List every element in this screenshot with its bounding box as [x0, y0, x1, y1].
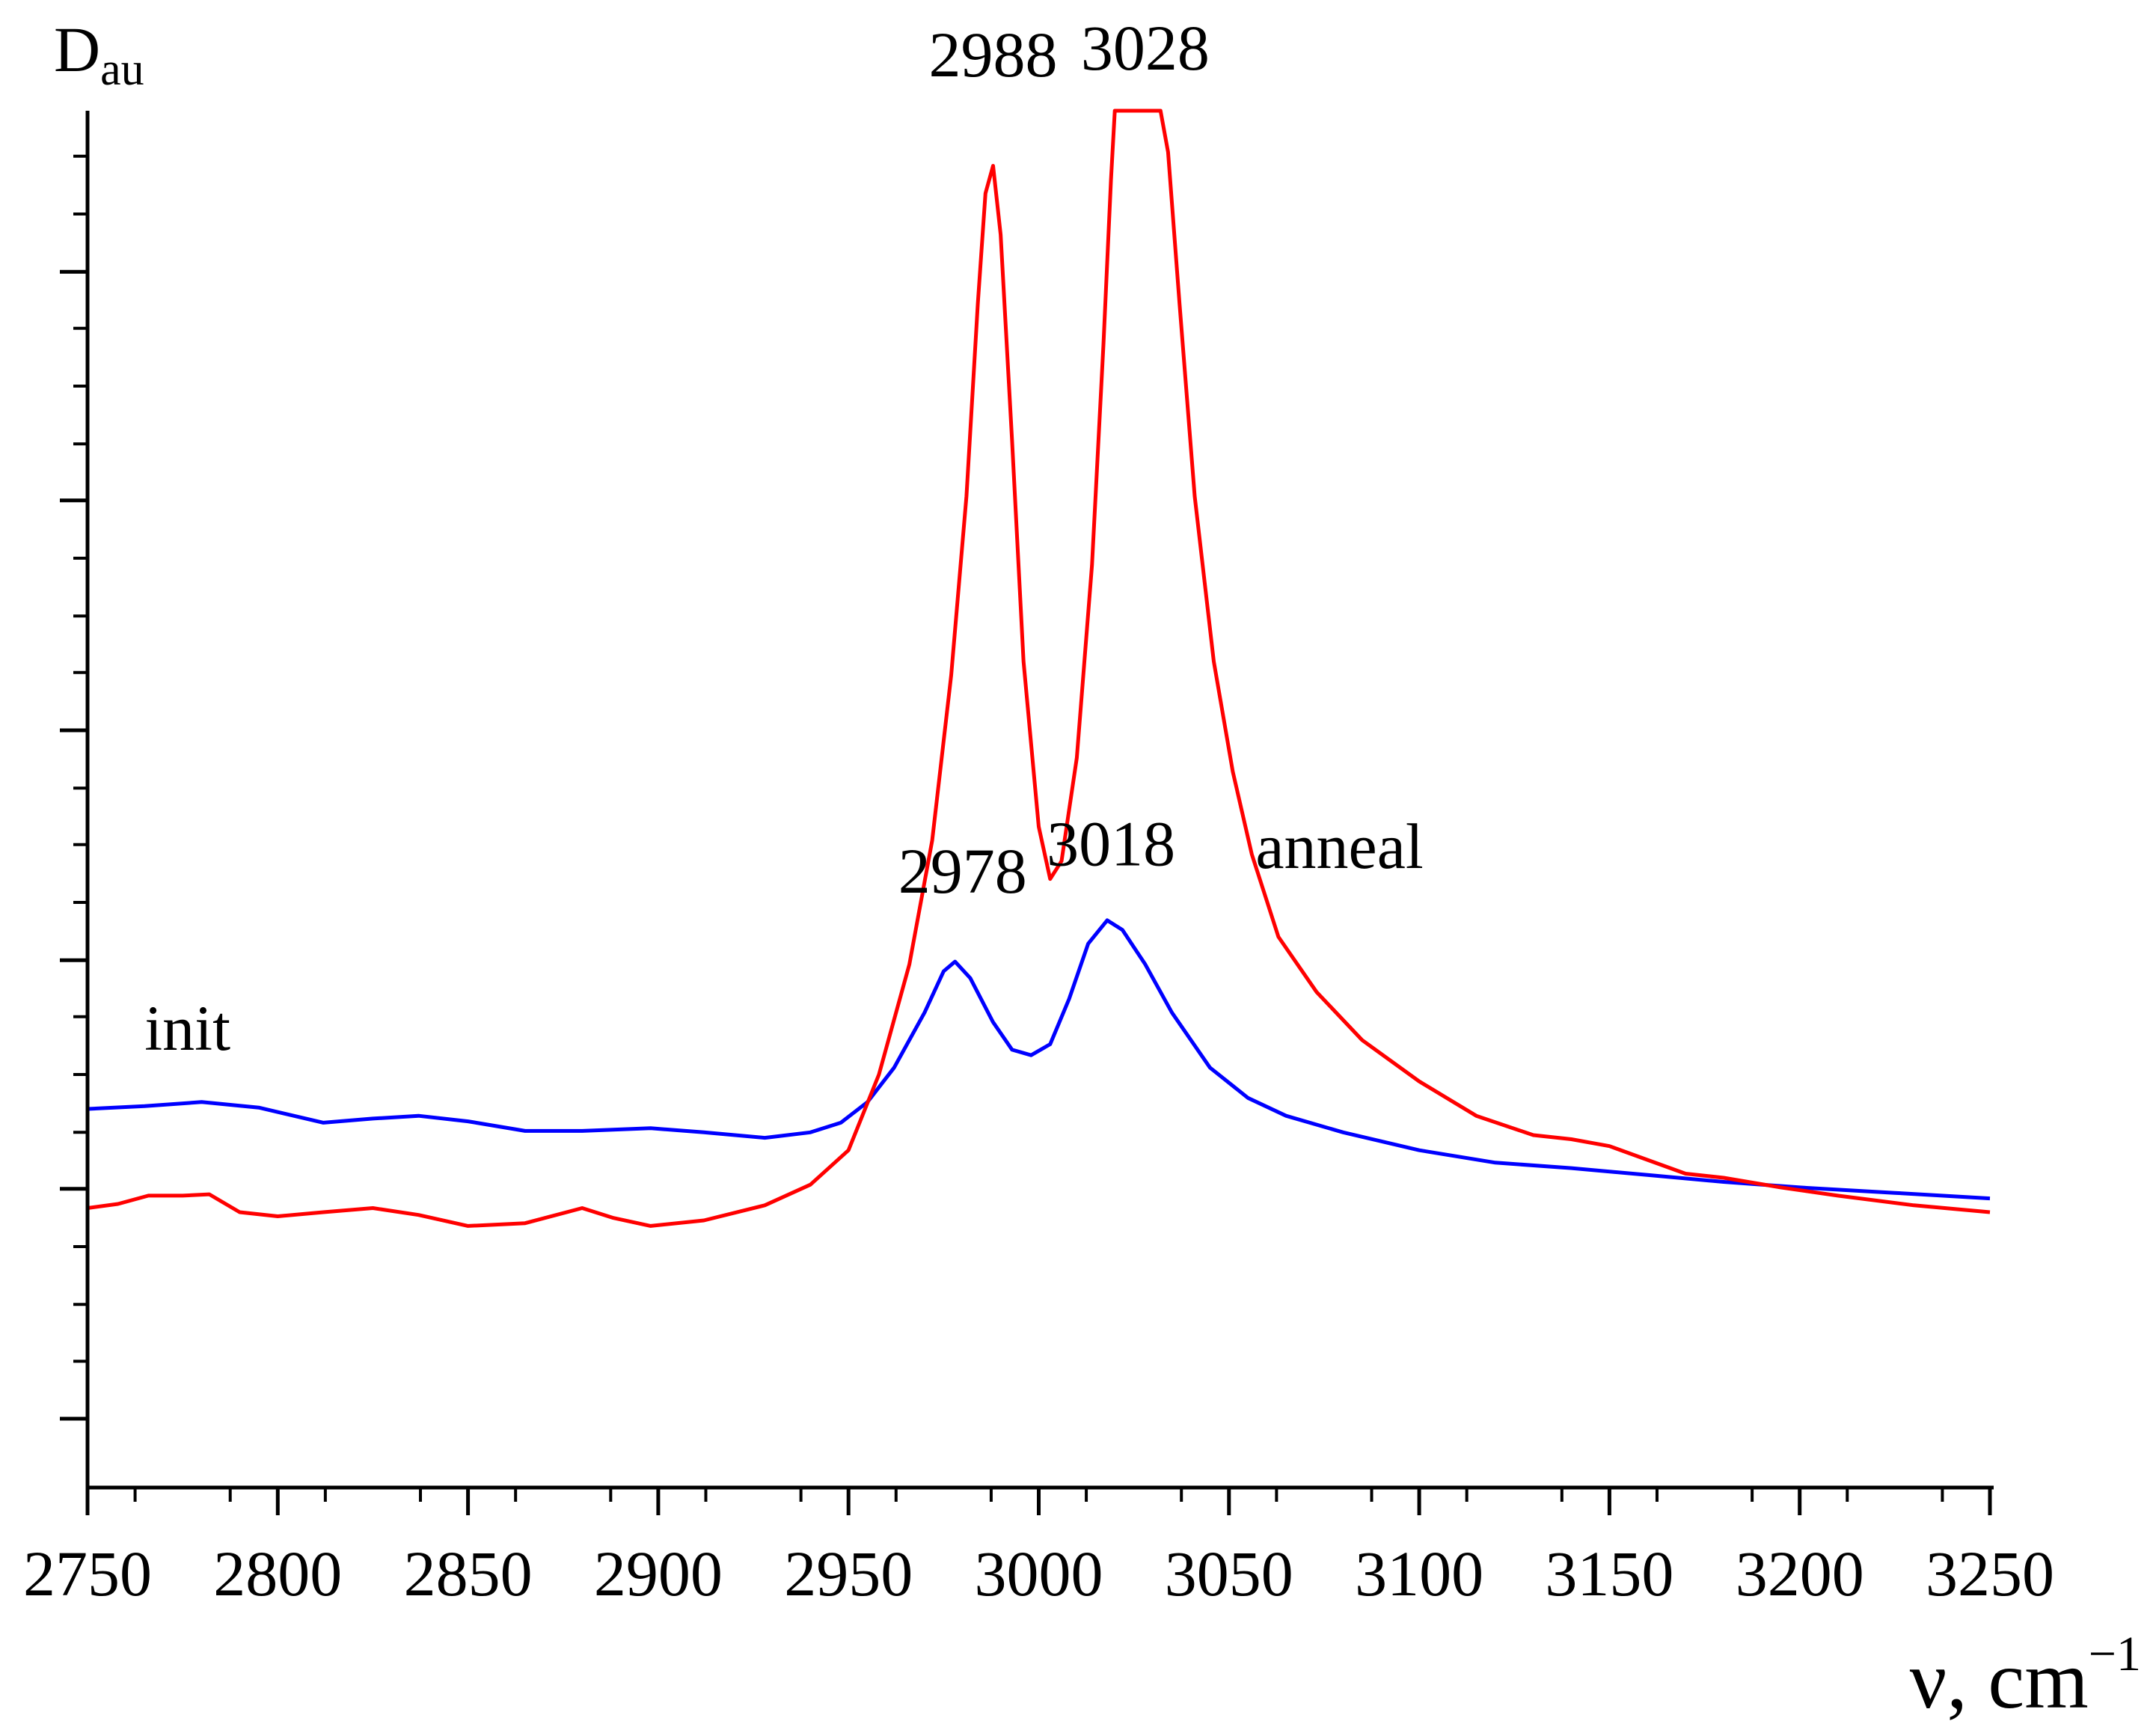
x-tick-label: 2900 — [594, 1538, 723, 1610]
axes: 2750 2800 2850 2900 2950 3000 3050 3100 3150 3200… — [23, 111, 2054, 1610]
x-ticks — [85, 1488, 1992, 1515]
x-tick-label: 2950 — [784, 1538, 913, 1610]
annotation-3018: 3018 — [1047, 807, 1175, 879]
annotation-2988: 2988 — [928, 19, 1057, 91]
y-axis-label-sub: au — [100, 44, 144, 95]
annotation-2978: 2978 — [898, 835, 1027, 907]
x-tick-label: 3000 — [975, 1538, 1103, 1610]
x-tick-label: 3150 — [1545, 1538, 1673, 1610]
plot-area — [87, 108, 1991, 1228]
series-line-anneal — [87, 108, 1991, 1228]
x-tick-labels: 2750 2800 2850 2900 2950 3000 3050 3100 3150 3200… — [23, 1538, 2054, 1610]
x-tick-label: 2850 — [404, 1538, 533, 1610]
x-axis-label: ν, cm−1 — [1910, 1627, 2141, 1724]
y-axis-label: Dau — [54, 13, 144, 95]
x-tick-label: 2800 — [213, 1538, 342, 1610]
peak-annotations: 2988 3028 2978 3018 anneal init — [144, 12, 1424, 1064]
x-axis-label-sup: −1 — [2089, 1627, 2141, 1681]
y-axis-label-main: D — [54, 13, 100, 85]
x-axis-label-main: ν, cm — [1910, 1634, 2089, 1724]
annotation-3028: 3028 — [1081, 12, 1210, 84]
x-tick-label: 3050 — [1165, 1538, 1293, 1610]
y-ticks — [60, 154, 88, 1421]
x-tick-label: 3100 — [1355, 1538, 1483, 1610]
series-line-init — [87, 918, 1991, 1201]
annotation-init: init — [144, 992, 230, 1064]
x-tick-label: 3200 — [1736, 1538, 1864, 1610]
x-tick-label: 2750 — [23, 1538, 152, 1610]
x-tick-label: 3250 — [1926, 1538, 2054, 1610]
annotation-anneal: anneal — [1255, 810, 1423, 882]
